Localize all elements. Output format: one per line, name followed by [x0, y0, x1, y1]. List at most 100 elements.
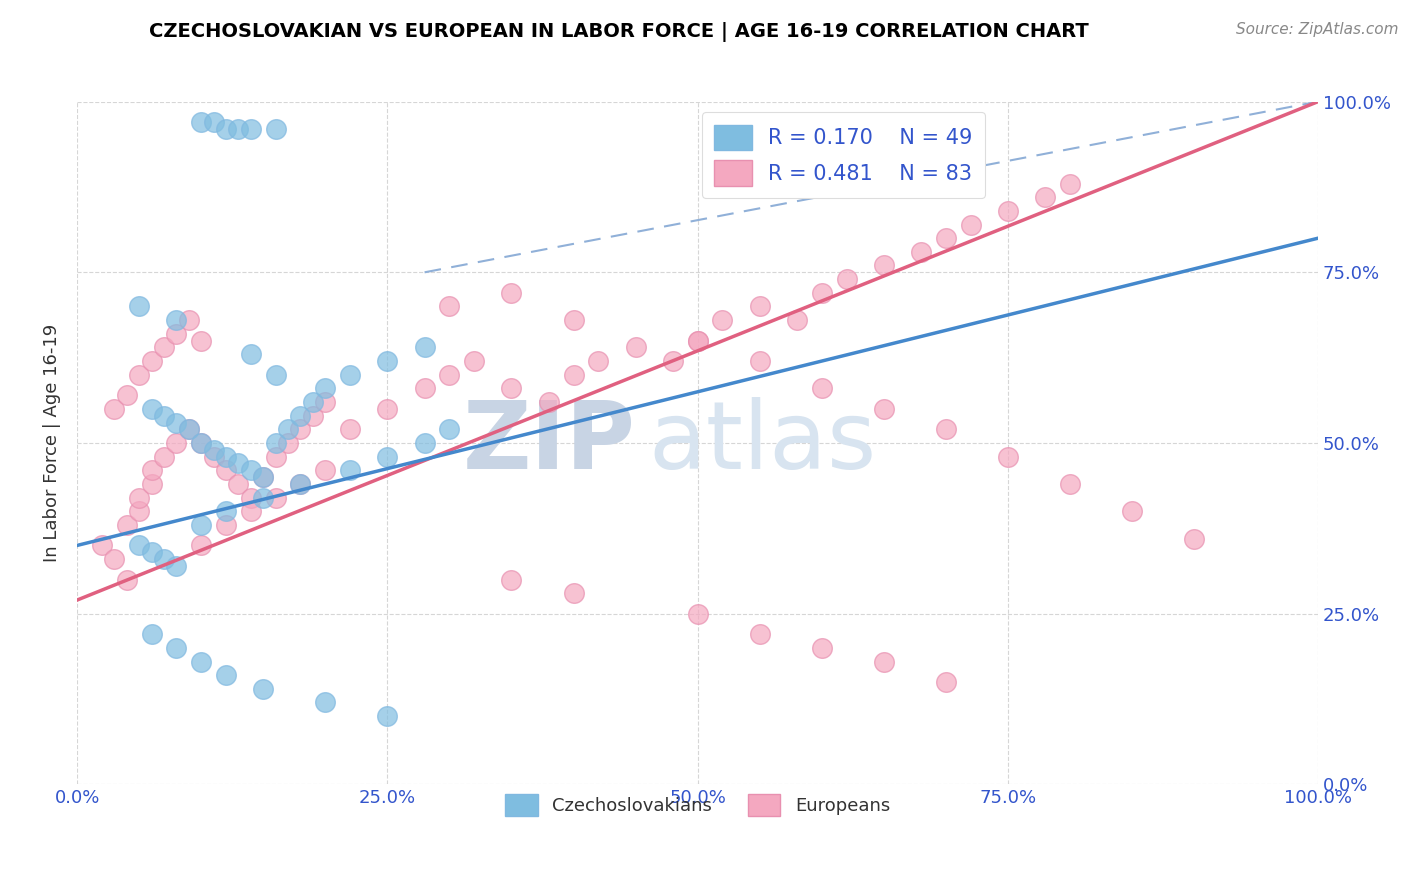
Point — [277, 436, 299, 450]
Point — [141, 477, 163, 491]
Point — [264, 436, 287, 450]
Point — [239, 122, 262, 136]
Point — [935, 675, 957, 690]
Point — [165, 640, 187, 655]
Point — [252, 470, 274, 484]
Point — [153, 340, 176, 354]
Point — [177, 422, 200, 436]
Point — [215, 504, 238, 518]
Point — [1059, 477, 1081, 491]
Point — [290, 477, 312, 491]
Point — [128, 504, 150, 518]
Point — [290, 409, 312, 423]
Point — [190, 538, 212, 552]
Point — [413, 436, 436, 450]
Point — [165, 313, 187, 327]
Point — [562, 586, 585, 600]
Point — [997, 203, 1019, 218]
Point — [711, 313, 734, 327]
Text: Source: ZipAtlas.com: Source: ZipAtlas.com — [1236, 22, 1399, 37]
Point — [562, 313, 585, 327]
Point — [239, 463, 262, 477]
Point — [302, 409, 325, 423]
Point — [1033, 190, 1056, 204]
Point — [128, 491, 150, 505]
Point — [190, 655, 212, 669]
Point — [1121, 504, 1143, 518]
Point — [290, 422, 312, 436]
Point — [314, 381, 336, 395]
Point — [165, 558, 187, 573]
Point — [873, 401, 896, 416]
Point — [686, 334, 709, 348]
Point — [377, 354, 399, 368]
Point — [748, 354, 770, 368]
Point — [141, 463, 163, 477]
Point — [252, 681, 274, 696]
Point — [959, 218, 981, 232]
Point — [264, 368, 287, 382]
Point — [202, 450, 225, 464]
Point — [835, 272, 858, 286]
Text: ZIP: ZIP — [463, 397, 636, 489]
Point — [277, 422, 299, 436]
Point — [413, 381, 436, 395]
Point — [239, 347, 262, 361]
Point — [252, 470, 274, 484]
Point — [302, 395, 325, 409]
Point — [463, 354, 485, 368]
Point — [141, 354, 163, 368]
Point — [115, 573, 138, 587]
Point — [177, 422, 200, 436]
Point — [1059, 177, 1081, 191]
Point — [935, 231, 957, 245]
Point — [1182, 532, 1205, 546]
Point — [377, 450, 399, 464]
Point — [215, 668, 238, 682]
Point — [264, 122, 287, 136]
Point — [239, 504, 262, 518]
Point — [128, 300, 150, 314]
Point — [128, 538, 150, 552]
Point — [202, 442, 225, 457]
Point — [141, 545, 163, 559]
Point — [290, 477, 312, 491]
Point — [128, 368, 150, 382]
Point — [190, 334, 212, 348]
Point — [501, 381, 523, 395]
Point — [115, 388, 138, 402]
Point — [190, 436, 212, 450]
Text: atlas: atlas — [648, 397, 876, 489]
Point — [165, 326, 187, 341]
Point — [90, 538, 112, 552]
Point — [141, 401, 163, 416]
Point — [910, 244, 932, 259]
Point — [786, 313, 808, 327]
Point — [748, 300, 770, 314]
Point — [339, 463, 361, 477]
Point — [537, 395, 560, 409]
Point — [165, 436, 187, 450]
Point — [215, 518, 238, 533]
Point — [439, 300, 461, 314]
Point — [177, 313, 200, 327]
Point — [339, 368, 361, 382]
Point — [153, 552, 176, 566]
Point — [228, 457, 250, 471]
Point — [686, 334, 709, 348]
Point — [165, 416, 187, 430]
Point — [624, 340, 647, 354]
Point — [588, 354, 610, 368]
Point — [264, 450, 287, 464]
Point — [873, 655, 896, 669]
Point — [810, 640, 832, 655]
Point — [215, 122, 238, 136]
Point — [190, 115, 212, 129]
Point — [314, 463, 336, 477]
Point — [228, 477, 250, 491]
Point — [377, 709, 399, 723]
Point — [377, 401, 399, 416]
Point — [314, 395, 336, 409]
Point — [153, 409, 176, 423]
Point — [215, 450, 238, 464]
